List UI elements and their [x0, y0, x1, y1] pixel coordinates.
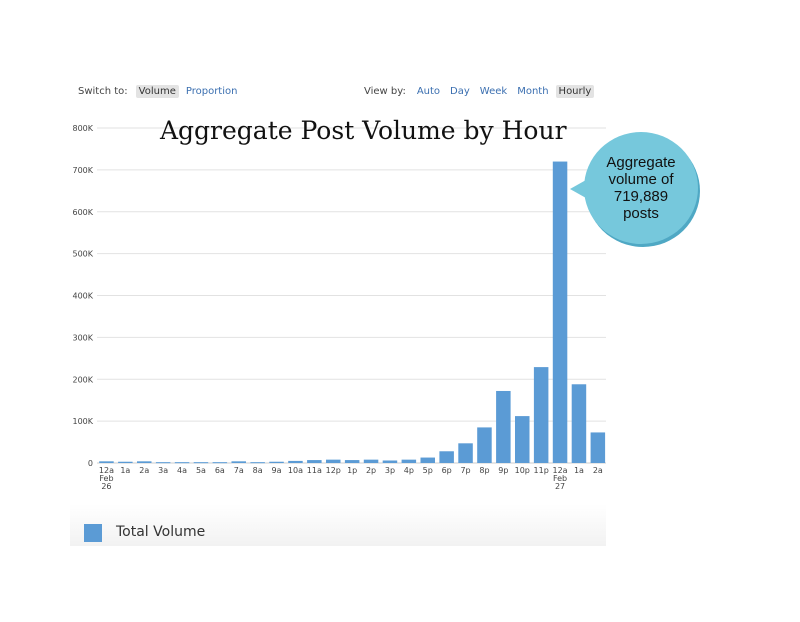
- bar[interactable]: [552, 161, 568, 463]
- x-tick-label: 12p: [326, 466, 341, 475]
- x-tick-label: 1a: [574, 466, 584, 475]
- y-tick-label: 800K: [72, 124, 93, 133]
- y-tick-label: 400K: [72, 292, 93, 301]
- y-tick-label: 100K: [72, 417, 93, 426]
- x-tick-label: 1a: [120, 466, 130, 475]
- bar[interactable]: [118, 461, 133, 463]
- x-tick-label: 6a: [215, 466, 225, 475]
- x-tick-label: 9a: [272, 466, 282, 475]
- x-tick-label: 4a: [177, 466, 187, 475]
- view-by-hourly-button[interactable]: Hourly: [555, 85, 595, 98]
- x-tick-label: 10a: [288, 466, 303, 475]
- bar[interactable]: [174, 462, 190, 464]
- view-by-label: View by:: [364, 86, 406, 97]
- switch-to-controls: Switch to: Volume Proportion: [78, 85, 240, 98]
- callout-pointer: [570, 180, 586, 198]
- view-by-controls: View by: Auto Day Week Month Hourly: [364, 85, 595, 98]
- x-date-label: Feb: [553, 474, 567, 483]
- bar[interactable]: [477, 427, 492, 463]
- bar[interactable]: [382, 460, 398, 463]
- y-tick-label: 0: [88, 459, 93, 468]
- bar[interactable]: [363, 459, 379, 463]
- bar[interactable]: [269, 461, 284, 463]
- bar[interactable]: [288, 460, 303, 463]
- switch-to-label: Switch to:: [78, 86, 128, 97]
- x-tick-label: 11p: [534, 466, 549, 475]
- x-tick-label: 2p: [366, 466, 376, 475]
- switch-volume-button[interactable]: Volume: [135, 85, 179, 98]
- legend-swatch: [84, 524, 102, 542]
- x-tick-label: 3a: [158, 466, 168, 475]
- bar[interactable]: [420, 457, 436, 463]
- y-tick-label: 600K: [72, 208, 93, 217]
- view-by-week-button[interactable]: Week: [479, 86, 508, 97]
- x-tick-label: 7p: [460, 466, 470, 475]
- legend: Total Volume: [70, 504, 606, 546]
- x-tick-label: 5a: [196, 466, 206, 475]
- bar[interactable]: [458, 443, 473, 463]
- x-tick-label: 2a: [139, 466, 149, 475]
- x-tick-label: 9p: [498, 466, 508, 475]
- bar[interactable]: [250, 462, 265, 464]
- x-tick-label: 10p: [515, 466, 530, 475]
- bar[interactable]: [515, 416, 530, 463]
- bar[interactable]: [193, 462, 209, 464]
- bar[interactable]: [99, 461, 114, 463]
- x-tick-label: 2a: [593, 466, 603, 475]
- bar[interactable]: [212, 462, 228, 464]
- x-tick-label: 7a: [234, 466, 244, 475]
- bar[interactable]: [344, 460, 360, 463]
- x-tick-label: 4p: [404, 466, 414, 475]
- peak-callout-bubble: Aggregate volume of 719,889 posts: [584, 132, 698, 244]
- x-date-label: 26: [101, 482, 111, 491]
- bar[interactable]: [231, 461, 247, 463]
- x-tick-label: 12a: [553, 466, 568, 475]
- bar[interactable]: [137, 461, 152, 463]
- bar[interactable]: [439, 451, 454, 463]
- x-tick-label: 11a: [307, 466, 322, 475]
- x-date-label: 27: [555, 482, 565, 491]
- y-tick-label: 300K: [72, 333, 93, 342]
- bar[interactable]: [155, 462, 171, 464]
- x-tick-label: 5p: [423, 466, 433, 475]
- callout-text: Aggregate volume of 719,889 posts: [606, 154, 676, 222]
- legend-label[interactable]: Total Volume: [116, 524, 206, 540]
- x-date-label: Feb: [99, 474, 113, 483]
- x-tick-label: 12a: [99, 466, 114, 475]
- y-tick-label: 200K: [72, 375, 93, 384]
- bar[interactable]: [590, 432, 606, 463]
- view-by-auto-button[interactable]: Auto: [416, 86, 441, 97]
- y-tick-label: 500K: [72, 250, 93, 259]
- switch-proportion-button[interactable]: Proportion: [185, 86, 238, 97]
- bar[interactable]: [533, 367, 549, 463]
- y-tick-label: 700K: [72, 166, 93, 175]
- view-by-month-button[interactable]: Month: [517, 86, 549, 97]
- bar[interactable]: [326, 459, 341, 463]
- x-tick-label: 8p: [479, 466, 489, 475]
- x-tick-label: 6p: [442, 466, 452, 475]
- bar[interactable]: [610, 445, 625, 463]
- chart-title: Aggregate Post Volume by Hour: [160, 116, 567, 145]
- bar[interactable]: [307, 460, 322, 463]
- bars-group: [99, 161, 625, 464]
- bar[interactable]: [401, 459, 417, 463]
- view-by-day-button[interactable]: Day: [450, 86, 470, 97]
- x-tick-label: 8a: [253, 466, 263, 475]
- bar[interactable]: [571, 384, 587, 463]
- x-tick-label: 3p: [385, 466, 395, 475]
- bar[interactable]: [496, 390, 511, 463]
- x-tick-label: 1p: [347, 466, 357, 475]
